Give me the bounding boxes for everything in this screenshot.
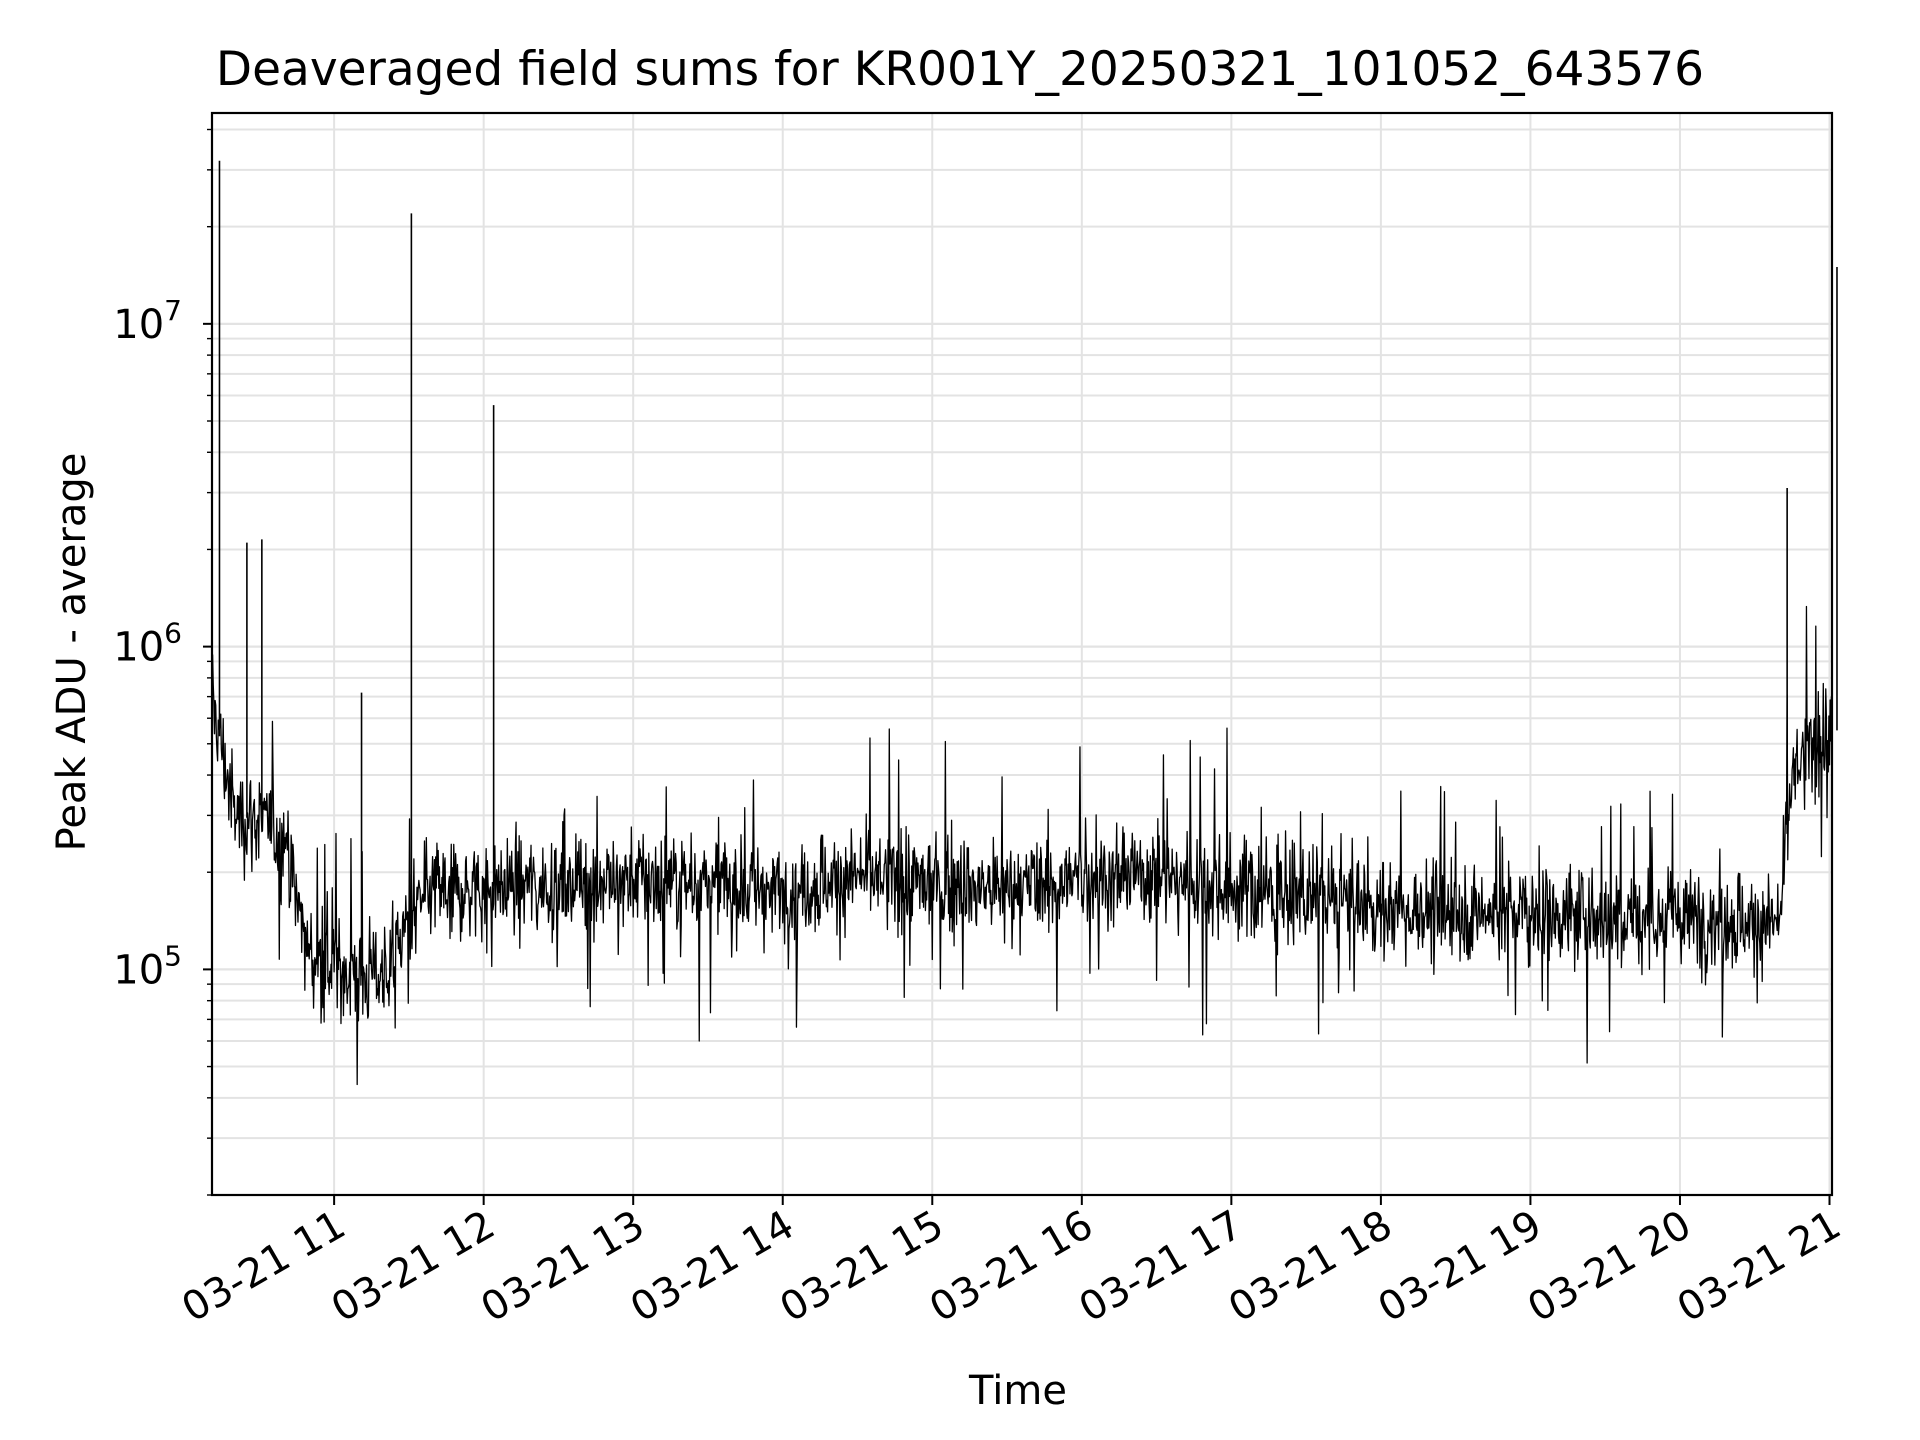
x-tick-label: 03-21 17: [1072, 1202, 1251, 1332]
y-tick-label: 107: [113, 294, 182, 348]
grid: [212, 113, 1832, 1196]
x-axis-label: Time: [969, 1368, 1067, 1414]
chart-title: Deaveraged field sums for KR001Y_2025032…: [215, 42, 1705, 97]
axes-frame: [210, 111, 1834, 1197]
x-tick-label: 03-21 14: [623, 1202, 802, 1332]
x-tick-label: 03-21 18: [1221, 1202, 1400, 1332]
x-tick-label: 03-21 20: [1520, 1202, 1699, 1332]
y-axis-label: Peak ADU - average: [49, 452, 95, 852]
x-tick-label: 03-21 19: [1371, 1202, 1550, 1332]
y-tick-label: 106: [113, 617, 182, 671]
x-tick-label: 03-21 16: [922, 1202, 1101, 1332]
x-tick-label: 03-21 15: [773, 1202, 952, 1332]
x-tick-label: 03-21 21: [1670, 1202, 1849, 1332]
series-line: [211, 605, 1833, 1086]
x-tick-label: 03-21 12: [324, 1202, 503, 1332]
x-tick-label: 03-21 11: [174, 1202, 353, 1332]
y-tick-label: 105: [113, 939, 182, 993]
x-tick-label: 03-21 13: [473, 1202, 652, 1332]
axes: [203, 111, 1834, 1205]
data-lines: [211, 160, 1838, 1086]
